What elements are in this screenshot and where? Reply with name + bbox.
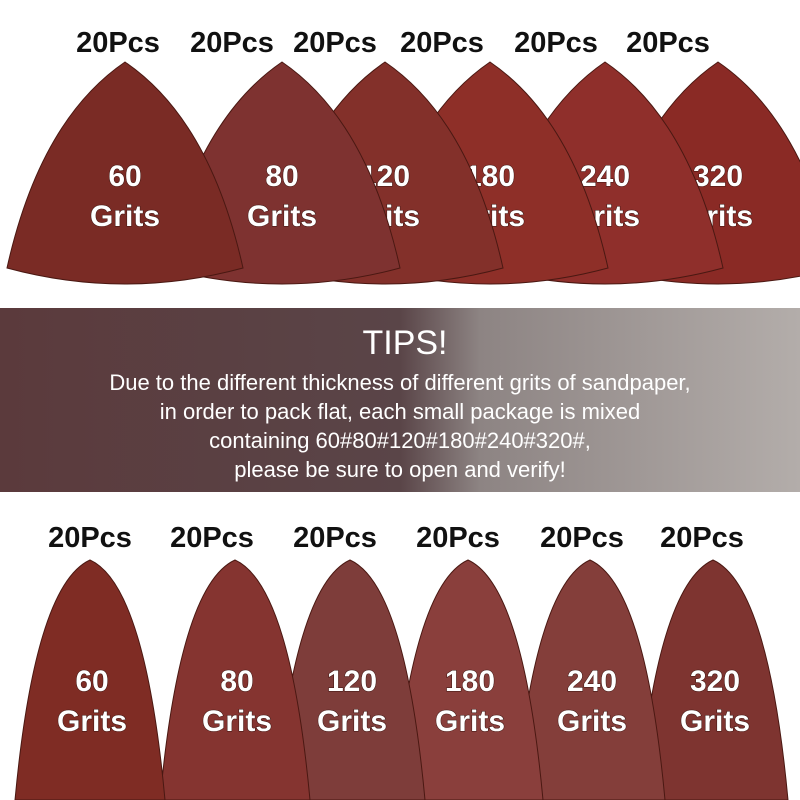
piece-count: 20Pcs bbox=[48, 522, 132, 554]
grit-number: 80 bbox=[265, 160, 298, 193]
grit-unit: Grits bbox=[202, 705, 272, 738]
grit-number: 80 bbox=[220, 665, 253, 698]
tips-line: Due to the different thickness of differ… bbox=[109, 370, 690, 395]
tips-line: please be sure to open and verify! bbox=[234, 457, 565, 482]
grit-number: 240 bbox=[580, 160, 630, 193]
tips-banner bbox=[0, 308, 800, 492]
grit-number: 180 bbox=[445, 665, 495, 698]
grit-number: 120 bbox=[327, 665, 377, 698]
tips-line: in order to pack flat, each small packag… bbox=[160, 399, 641, 424]
grit-unit: Grits bbox=[680, 705, 750, 738]
grit-unit: Grits bbox=[247, 200, 317, 233]
grit-number: 320 bbox=[693, 160, 743, 193]
piece-count: 20Pcs bbox=[293, 522, 377, 554]
grit-number: 60 bbox=[75, 665, 108, 698]
piece-count: 20Pcs bbox=[626, 27, 710, 59]
grit-unit: Grits bbox=[557, 705, 627, 738]
grit-number: 320 bbox=[690, 665, 740, 698]
grit-number: 240 bbox=[567, 665, 617, 698]
grit-unit: Grits bbox=[90, 200, 160, 233]
sanding-pad bbox=[637, 559, 789, 800]
tips: TIPS! Due to the different thickness of d… bbox=[109, 324, 690, 482]
piece-count: 20Pcs bbox=[400, 27, 484, 59]
sanding-pad bbox=[392, 559, 544, 800]
piece-count: 20Pcs bbox=[540, 522, 624, 554]
piece-count: 20Pcs bbox=[293, 27, 377, 59]
grit-unit: Grits bbox=[57, 705, 127, 738]
tips-title: TIPS! bbox=[362, 324, 447, 362]
piece-count: 20Pcs bbox=[660, 522, 744, 554]
top-row: 320Grits240Grits180Grits120Grits80Grits6… bbox=[6, 27, 800, 285]
piece-count: 20Pcs bbox=[514, 27, 598, 59]
piece-count: 20Pcs bbox=[76, 27, 160, 59]
grit-number: 60 bbox=[108, 160, 141, 193]
piece-count: 20Pcs bbox=[416, 522, 500, 554]
piece-count: 20Pcs bbox=[170, 522, 254, 554]
sanding-pad bbox=[6, 61, 244, 285]
sanding-pad bbox=[514, 559, 666, 800]
piece-count: 20Pcs bbox=[190, 27, 274, 59]
grit-unit: Grits bbox=[317, 705, 387, 738]
sanding-pad bbox=[274, 559, 426, 800]
tips-line: containing 60#80#120#180#240#320#, bbox=[209, 428, 591, 453]
bottom-row: 320 Grits 240 Grits 180 Grits 120 Grits 80 Grits 6… bbox=[14, 522, 789, 800]
grit-unit: Grits bbox=[435, 705, 505, 738]
sanding-pad bbox=[14, 559, 166, 800]
sanding-pad bbox=[159, 559, 311, 800]
